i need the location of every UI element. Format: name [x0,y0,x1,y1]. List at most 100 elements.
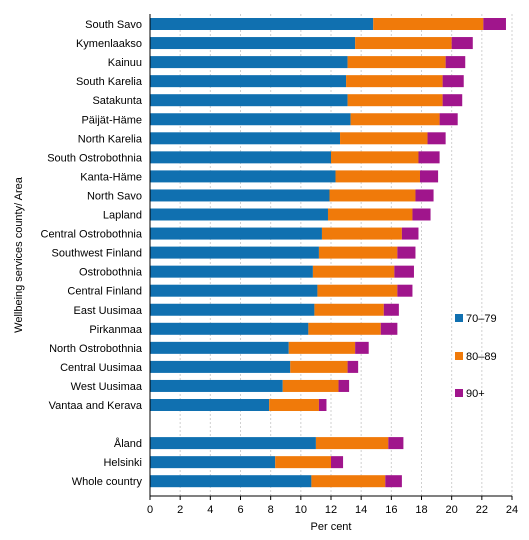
bar-segment [150,113,351,126]
category-label: Helsinki [103,457,142,469]
bar-segment [394,265,414,278]
bar-segment [150,360,291,373]
bar-segment [451,37,473,50]
category-label: South Karelia [76,76,143,88]
bar-segment [338,379,350,392]
category-label: Southwest Finland [52,248,143,260]
category-label: Åland [114,437,142,450]
bar-segment [318,246,398,259]
bar-segment [355,37,452,50]
bar-segment [385,475,402,488]
bar-segment [150,322,309,335]
bar-segment [383,303,399,316]
legend-label: 70–79 [466,313,497,325]
bar-segment [340,132,428,145]
bar-segment [150,456,276,469]
bar-segment [311,475,386,488]
bar-segment [275,456,331,469]
x-tick-label: 12 [325,504,337,516]
bars [150,18,506,488]
bar-segment [415,189,434,202]
legend-swatch [455,314,463,322]
bar-segment [150,246,319,259]
bar-segment [347,56,446,69]
x-axis-title: Per cent [311,521,352,533]
category-label: Pirkanmaa [89,324,142,336]
category-label: Ostrobothnia [79,267,143,279]
bar-segment [312,265,395,278]
bar-segment [315,437,389,450]
bar-segment [321,227,402,240]
x-tick-label: 20 [446,504,458,516]
bar-segment [412,208,431,221]
bar-segment [150,56,348,69]
x-tick-label: 6 [237,504,243,516]
category-label: Whole country [72,476,143,488]
bar-segment [150,170,336,183]
x-tick-label: 16 [385,504,397,516]
x-tick-label: 0 [147,504,153,516]
x-tick-label: 22 [476,504,488,516]
bar-segment [397,246,416,259]
bar-segment [150,94,348,107]
category-label: South Ostrobothnia [47,152,143,164]
bar-segment [329,189,416,202]
bar-segment [150,475,312,488]
bar-segment [150,399,270,411]
bar-segment [401,227,419,240]
bar-segment [380,322,398,335]
bar-segment [346,75,443,88]
bar-segment [442,94,463,107]
bar-segment [397,284,413,297]
bar-segment [388,437,404,450]
bar-segment [150,189,330,202]
bar-segment [150,18,374,30]
category-label: Central Finland [67,286,142,298]
bar-segment [150,265,313,278]
bar-segment [150,341,289,354]
bar-segment [308,322,381,335]
bar-segment [483,18,506,30]
x-tick-label: 10 [295,504,307,516]
bar-segment [288,341,356,354]
legend-swatch [455,352,463,360]
bar-segment [314,303,384,316]
bar-segment [150,151,331,164]
x-tick-label: 8 [268,504,274,516]
bar-segment [290,360,348,373]
category-label: Central Uusimaa [60,362,143,374]
bar-segment [445,56,466,69]
bar-segment [327,208,413,221]
bar-segment [331,151,419,164]
bar-segment [418,151,440,164]
category-label: North Savo [87,190,142,202]
category-label: Kanta-Häme [80,171,142,183]
bar-segment [150,227,322,240]
category-label: Lapland [103,210,142,222]
x-tick-label: 18 [415,504,427,516]
bar-segment [150,284,318,297]
bar-segment [150,303,315,316]
bar-segment [347,94,443,107]
bar-segment [150,437,316,450]
category-label: North Ostrobothnia [49,343,143,355]
category-label: West Uusimaa [71,381,143,393]
bar-segment [150,208,328,221]
bar-segment [373,18,484,30]
category-label: South Savo [85,19,142,31]
bar-segment [150,132,341,145]
category-label: Vantaa and Kerava [49,400,143,412]
bar-segment [439,113,458,126]
bar-segment [150,379,283,392]
x-tick-label: 14 [355,504,367,516]
bar-segment [442,75,464,88]
bar-segment [331,456,344,469]
category-label: Satakunta [92,95,142,107]
bar-segment [317,284,398,297]
category-label: East Uusimaa [74,305,143,317]
x-tick-label: 4 [207,504,213,516]
category-label: Kainuu [108,57,142,69]
category-label: North Karelia [78,133,143,145]
bar-segment [269,399,319,411]
